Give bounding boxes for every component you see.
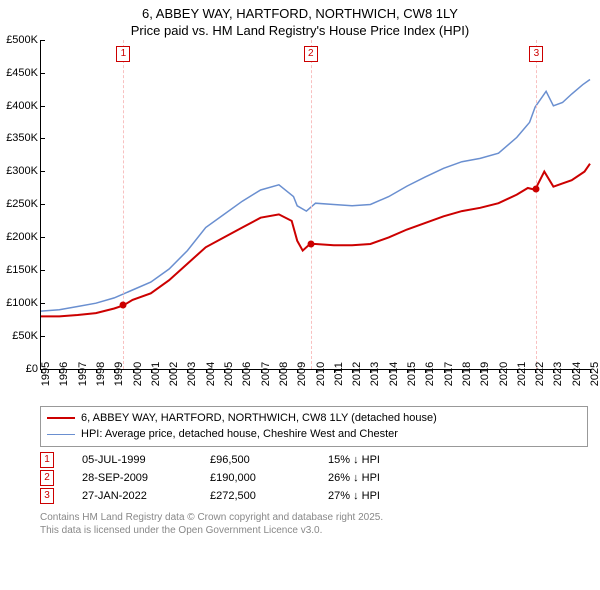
legend-swatch-price-paid <box>47 417 75 419</box>
sale-vline <box>311 40 312 369</box>
footer: Contains HM Land Registry data © Crown c… <box>40 511 588 537</box>
sales-row-marker: 3 <box>40 488 54 504</box>
y-tick-label: £250K <box>6 198 38 210</box>
sale-point <box>120 302 127 309</box>
chart-titles: 6, ABBEY WAY, HARTFORD, NORTHWICH, CW8 1… <box>0 0 600 40</box>
x-tick-label: 2002 <box>168 362 180 386</box>
legend-row-price-paid: 6, ABBEY WAY, HARTFORD, NORTHWICH, CW8 1… <box>47 410 581 427</box>
chart-container: 6, ABBEY WAY, HARTFORD, NORTHWICH, CW8 1… <box>0 0 600 537</box>
x-tick-label: 2022 <box>534 362 546 386</box>
plot-area: £0£50K£100K£150K£200K£250K£300K£350K£400… <box>40 40 590 400</box>
x-tick-label: 2006 <box>241 362 253 386</box>
x-tick-label: 1998 <box>95 362 107 386</box>
sales-row-date: 28-SEP-2009 <box>82 472 182 484</box>
x-tick-label: 2019 <box>479 362 491 386</box>
sales-table-row: 2 28-SEP-2009 £190,000 26% ↓ HPI <box>40 469 588 487</box>
sale-point <box>307 240 314 247</box>
legend-swatch-hpi <box>47 434 75 435</box>
footer-line-1: Contains HM Land Registry data © Crown c… <box>40 511 588 524</box>
y-tick-label: £300K <box>6 165 38 177</box>
y-tick-label: £150K <box>6 264 38 276</box>
x-tick-label: 2016 <box>424 362 436 386</box>
x-tick-label: 2003 <box>186 362 198 386</box>
x-tick-label: 2023 <box>552 362 564 386</box>
x-tick-label: 2013 <box>369 362 381 386</box>
sales-row-delta: 27% ↓ HPI <box>328 490 380 502</box>
y-tick-label: £400K <box>6 100 38 112</box>
sale-marker-box: 1 <box>116 46 130 62</box>
x-tick-label: 2021 <box>516 362 528 386</box>
sale-marker-box: 2 <box>304 46 318 62</box>
x-tick-label: 2024 <box>571 362 583 386</box>
y-tick-label: £0 <box>26 363 38 375</box>
legend-label-price-paid: 6, ABBEY WAY, HARTFORD, NORTHWICH, CW8 1… <box>81 410 437 427</box>
sales-row-marker: 1 <box>40 452 54 468</box>
x-tick-label: 1997 <box>77 362 89 386</box>
x-tick-label: 2017 <box>443 362 455 386</box>
sales-table: 1 05-JUL-1999 £96,500 15% ↓ HPI 2 28-SEP-2009… <box>40 451 588 505</box>
x-tick-label: 1995 <box>40 362 52 386</box>
footer-line-2: This data is licensed under the Open Gov… <box>40 524 588 537</box>
sales-row-price: £96,500 <box>210 454 300 466</box>
sale-vline <box>123 40 124 369</box>
x-tick-label: 2012 <box>351 362 363 386</box>
x-tick-label: 2010 <box>315 362 327 386</box>
y-tick-label: £50K <box>12 330 38 342</box>
y-tick-label: £450K <box>6 67 38 79</box>
sales-table-row: 3 27-JAN-2022 £272,500 27% ↓ HPI <box>40 487 588 505</box>
y-tick-label: £200K <box>6 231 38 243</box>
y-tick-label: £350K <box>6 132 38 144</box>
title-line-2: Price paid vs. HM Land Registry's House … <box>0 23 600 40</box>
x-tick-label: 2009 <box>296 362 308 386</box>
x-tick-label: 2000 <box>132 362 144 386</box>
plot-inner: 1 2 3 <box>40 40 590 370</box>
x-tick-label: 2014 <box>388 362 400 386</box>
y-tick-label: £500K <box>6 34 38 46</box>
x-tick-label: 2005 <box>223 362 235 386</box>
sales-row-price: £272,500 <box>210 490 300 502</box>
sales-row-marker: 2 <box>40 470 54 486</box>
y-axis: £0£50K£100K£150K£200K£250K£300K£350K£400… <box>0 40 38 370</box>
x-tick-label: 1996 <box>58 362 70 386</box>
x-tick-label: 2015 <box>406 362 418 386</box>
x-tick-label: 2020 <box>498 362 510 386</box>
x-tick-label: 1999 <box>113 362 125 386</box>
sales-table-row: 1 05-JUL-1999 £96,500 15% ↓ HPI <box>40 451 588 469</box>
x-tick-label: 2025 <box>589 362 600 386</box>
x-tick-label: 2018 <box>461 362 473 386</box>
sale-vline <box>536 40 537 369</box>
legend-row-hpi: HPI: Average price, detached house, Ches… <box>47 426 581 443</box>
sales-row-delta: 15% ↓ HPI <box>328 454 380 466</box>
sale-point <box>533 186 540 193</box>
x-tick-label: 2004 <box>205 362 217 386</box>
sales-row-price: £190,000 <box>210 472 300 484</box>
x-axis: 1995199619971998199920002001200220032004… <box>40 370 590 400</box>
sales-row-date: 05-JUL-1999 <box>82 454 182 466</box>
x-tick-label: 2007 <box>260 362 272 386</box>
legend: 6, ABBEY WAY, HARTFORD, NORTHWICH, CW8 1… <box>40 406 588 447</box>
legend-label-hpi: HPI: Average price, detached house, Ches… <box>81 426 398 443</box>
title-line-1: 6, ABBEY WAY, HARTFORD, NORTHWICH, CW8 1… <box>0 6 600 23</box>
x-tick-label: 2008 <box>278 362 290 386</box>
x-tick-label: 2011 <box>333 362 345 386</box>
x-tick-label: 2001 <box>150 362 162 386</box>
sale-marker-box: 3 <box>529 46 543 62</box>
sales-row-delta: 26% ↓ HPI <box>328 472 380 484</box>
sales-row-date: 27-JAN-2022 <box>82 490 182 502</box>
y-tick-label: £100K <box>6 297 38 309</box>
